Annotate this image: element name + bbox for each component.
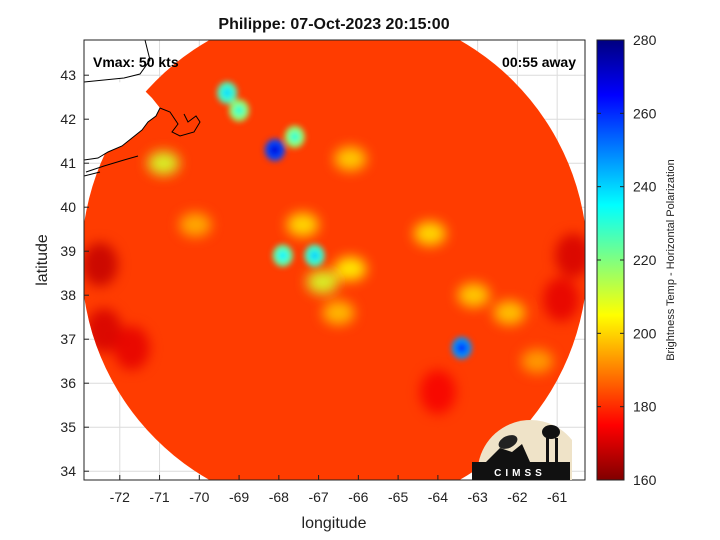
coastline — [84, 40, 201, 177]
y-axis-ticks: 34 35 36 37 38 39 40 41 42 43 — [60, 67, 89, 479]
x-tick-label: -69 — [229, 489, 249, 505]
chart-title: Philippe: 07-Oct-2023 20:15:00 — [218, 16, 449, 33]
feature-mark — [147, 151, 180, 176]
cold-spot-mark — [555, 233, 585, 278]
colorbar-tick-label: 220 — [633, 252, 657, 268]
x-tick-label: -62 — [507, 489, 527, 505]
feature-core-mark — [222, 87, 233, 98]
feature-mark — [322, 300, 355, 325]
cold-spot-mark — [419, 370, 456, 414]
x-tick-label: -66 — [348, 489, 368, 505]
cold-spot-mark — [84, 242, 118, 287]
x-tick-label: -65 — [388, 489, 408, 505]
colorbar-tick-label: 240 — [633, 179, 657, 195]
x-tick-label: -63 — [468, 489, 488, 505]
feature-mark — [179, 212, 212, 237]
colorbar-tick-label: 200 — [633, 325, 657, 341]
colorbar-ticks: 160 180 200 220 240 260 280 — [597, 32, 657, 488]
feature-core-mark — [309, 250, 320, 261]
logo-text: CIMSS — [494, 468, 546, 479]
y-tick-label: 39 — [60, 243, 76, 259]
y-tick-label: 36 — [60, 375, 76, 391]
feature-core-mark — [456, 343, 467, 353]
x-tick-label: -68 — [269, 489, 289, 505]
y-tick-label: 34 — [60, 463, 76, 479]
cold-spot-mark — [113, 326, 150, 370]
feature-mark — [521, 349, 554, 374]
y-tick-label: 41 — [60, 155, 76, 171]
y-tick-label: 37 — [60, 331, 76, 347]
cold-spot-mark — [543, 277, 580, 322]
y-tick-label: 38 — [60, 287, 76, 303]
land-mass — [84, 40, 160, 160]
vmax-annotation: Vmax: 50 kts — [93, 54, 179, 70]
feature-core-mark — [289, 131, 300, 142]
colorbar-tick-label: 160 — [633, 472, 657, 488]
colorbar-tick-label: 280 — [633, 32, 657, 48]
x-tick-label: -64 — [428, 489, 448, 505]
feature-mark — [286, 212, 319, 237]
time-away-annotation: 00:55 away — [502, 54, 576, 70]
colorbar-label: Brightness Temp - Horizontal Polarizatio… — [665, 159, 677, 361]
feature-core-mark — [277, 250, 288, 261]
feature-mark — [413, 221, 446, 246]
feature-core-mark — [234, 105, 245, 116]
x-tick-label: -67 — [308, 489, 328, 505]
feature-core-mark — [269, 145, 280, 155]
coastline-path — [84, 40, 201, 177]
feature-mark — [334, 146, 367, 171]
colorbar-tick-label: 260 — [633, 105, 657, 121]
cimss-logo: CIMSS — [472, 420, 572, 480]
feature-mark — [457, 283, 490, 308]
y-tick-label: 35 — [60, 419, 76, 435]
feature-mark — [334, 256, 367, 281]
plot-frame — [83, 39, 586, 481]
x-tick-label: -72 — [110, 489, 130, 505]
colorbar — [596, 39, 625, 481]
feature-mark — [306, 270, 339, 294]
y-tick-label: 42 — [60, 111, 76, 127]
x-axis-ticks: -72 -71 -70 -69 -68 -67 -66 -65 -64 -63 -62 -61 — [110, 475, 567, 505]
feature-mark — [493, 300, 526, 325]
x-tick-label: -71 — [149, 489, 169, 505]
y-tick-label: 43 — [60, 67, 76, 83]
x-tick-label: -70 — [189, 489, 209, 505]
x-axis-label: longitude — [302, 515, 367, 532]
x-tick-label: -61 — [547, 489, 567, 505]
y-tick-label: 40 — [60, 199, 76, 215]
y-axis-label: latitude — [34, 234, 51, 286]
colorbar-tick-label: 180 — [633, 399, 657, 415]
